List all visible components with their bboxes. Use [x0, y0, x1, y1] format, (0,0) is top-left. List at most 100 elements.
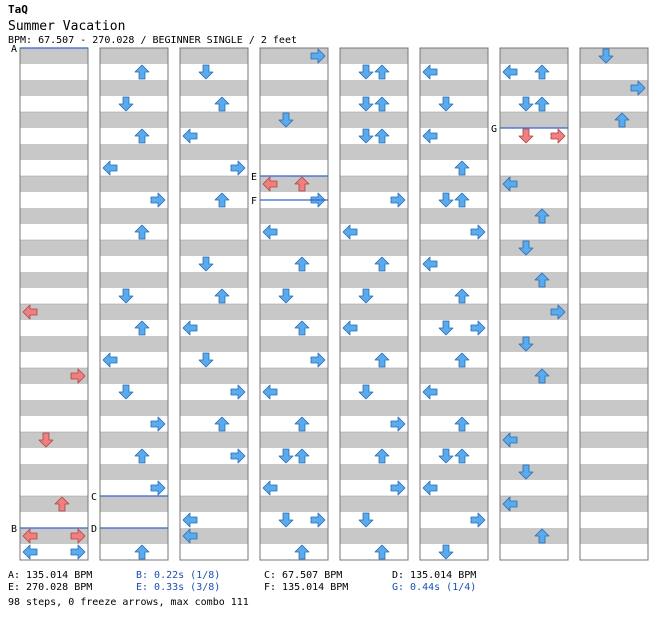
down-arrow-icon [358, 384, 374, 400]
beat-stripe [100, 80, 168, 96]
beat-stripe [580, 336, 648, 352]
beat-stripe [180, 176, 248, 192]
down-arrow-icon [358, 512, 374, 528]
beat-stripe [20, 144, 88, 160]
up-arrow-icon [534, 368, 550, 384]
down-arrow-icon [198, 64, 214, 80]
up-arrow-icon [454, 416, 470, 432]
beat-stripe [260, 336, 328, 352]
right-arrow-icon [310, 512, 326, 528]
beat-stripe [20, 80, 88, 96]
left-arrow-icon [102, 160, 118, 176]
beat-stripe [180, 80, 248, 96]
beat-stripe [580, 80, 648, 96]
right-arrow-icon [70, 544, 86, 560]
up-arrow-icon [374, 352, 390, 368]
beat-stripe [180, 112, 248, 128]
up-arrow-icon [534, 208, 550, 224]
beat-stripe [580, 304, 648, 320]
beat-stripe [100, 144, 168, 160]
beat-stripe [180, 496, 248, 512]
beat-stripe [20, 240, 88, 256]
left-arrow-icon [342, 320, 358, 336]
beat-stripe [420, 400, 488, 416]
legend-b: B: 0.22s (1/8) [136, 570, 221, 581]
left-arrow-icon [182, 320, 198, 336]
artist-name: TaQ [8, 3, 28, 16]
beat-stripe [580, 240, 648, 256]
beat-stripe [100, 240, 168, 256]
beat-stripe [340, 176, 408, 192]
beat-stripe [500, 496, 568, 512]
beat-stripe [20, 368, 88, 384]
beat-stripe [500, 240, 568, 256]
marker-label: E [251, 172, 257, 183]
down-arrow-icon [278, 448, 294, 464]
beat-stripe [500, 80, 568, 96]
left-arrow-icon [22, 544, 38, 560]
beat-stripe [500, 368, 568, 384]
left-arrow-icon [422, 384, 438, 400]
beat-stripe [420, 176, 488, 192]
beat-stripe [260, 528, 328, 544]
left-arrow-icon [22, 304, 38, 320]
up-arrow-icon [534, 64, 550, 80]
up-arrow-icon [374, 448, 390, 464]
beat-stripe [260, 144, 328, 160]
column-border [419, 47, 489, 561]
up-arrow-icon [374, 64, 390, 80]
up-arrow-icon [134, 544, 150, 560]
column-border [179, 47, 249, 561]
beat-stripe [420, 432, 488, 448]
right-arrow-icon [390, 192, 406, 208]
beat-stripe [260, 240, 328, 256]
beat-stripe [180, 48, 248, 64]
right-arrow-icon [150, 480, 166, 496]
beat-stripe [260, 80, 328, 96]
right-arrow-icon [310, 48, 326, 64]
up-arrow-icon [374, 544, 390, 560]
left-arrow-icon [182, 528, 198, 544]
beat-stripe [580, 176, 648, 192]
up-arrow-icon [214, 288, 230, 304]
beat-stripe [420, 208, 488, 224]
up-arrow-icon [534, 528, 550, 544]
left-arrow-icon [502, 176, 518, 192]
beat-stripe [20, 464, 88, 480]
beat-stripe [180, 528, 248, 544]
beat-stripe [260, 368, 328, 384]
right-arrow-icon [230, 448, 246, 464]
down-arrow-icon [198, 352, 214, 368]
beat-stripe [340, 272, 408, 288]
beat-stripe [340, 432, 408, 448]
beat-stripe [340, 48, 408, 64]
beat-stripe [180, 144, 248, 160]
up-arrow-icon [614, 112, 630, 128]
up-arrow-icon [534, 96, 550, 112]
left-arrow-icon [502, 64, 518, 80]
up-arrow-icon [214, 192, 230, 208]
beat-stripe [420, 112, 488, 128]
legend-c: C: 67.507 BPM [264, 570, 343, 581]
beat-stripe [420, 144, 488, 160]
beat-stripe [20, 176, 88, 192]
column-border [579, 47, 649, 561]
beat-stripe [500, 112, 568, 128]
beat-stripe [180, 432, 248, 448]
beat-stripe [580, 112, 648, 128]
step-summary: 98 steps, 0 freeze arrows, max combo 111 [8, 597, 249, 608]
beat-stripe [100, 336, 168, 352]
down-arrow-icon [438, 448, 454, 464]
beat-stripe [260, 304, 328, 320]
beat-stripe [420, 48, 488, 64]
right-arrow-icon [230, 384, 246, 400]
left-arrow-icon [502, 432, 518, 448]
right-arrow-icon [470, 224, 486, 240]
up-arrow-icon [534, 272, 550, 288]
beat-stripe [20, 496, 88, 512]
beat-stripe [340, 528, 408, 544]
beat-stripe [420, 304, 488, 320]
up-arrow-icon [214, 96, 230, 112]
beat-stripe [580, 48, 648, 64]
